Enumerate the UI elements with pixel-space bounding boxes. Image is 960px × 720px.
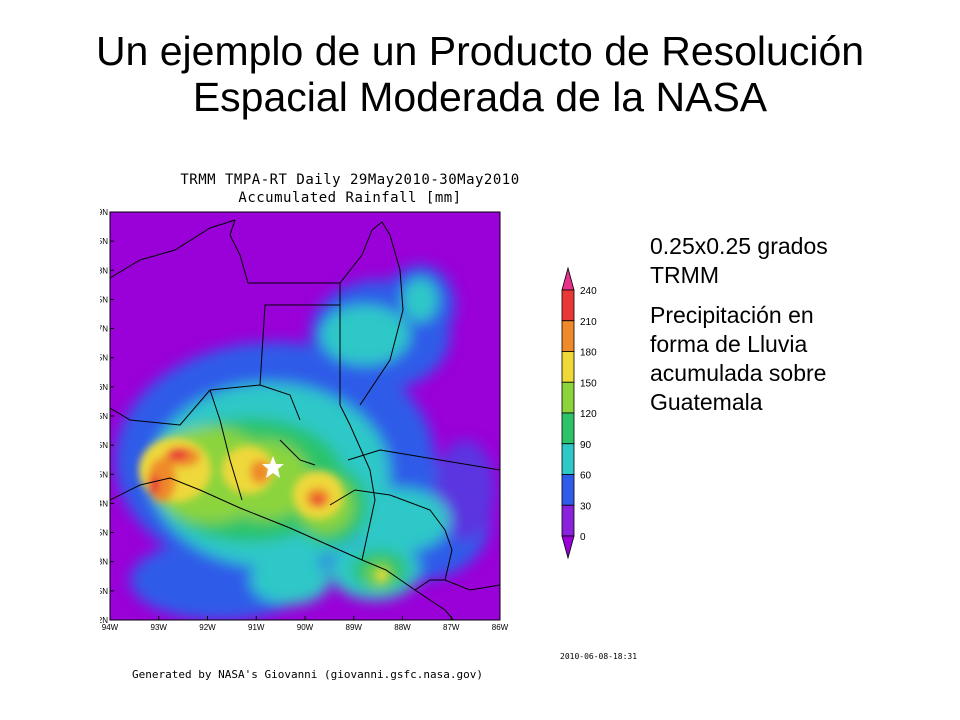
star-icon (262, 456, 284, 478)
rainfall-color-legend: 240 210 180 150 120 90 60 30 0 (561, 266, 597, 560)
legend-top-tip (561, 266, 575, 291)
giovanni-credit: Generated by NASA's Giovanni (giovanni.g… (132, 668, 483, 681)
rainfall-field (110, 212, 500, 620)
longitude-label: 91W (248, 623, 265, 632)
legend-tick-label: 60 (580, 471, 592, 482)
longitude-axis: 94W 93W 92W 91W 90W 89W 88W 87W 86W (102, 616, 509, 632)
generation-timestamp: 2010-06-08-18:31 (560, 652, 638, 661)
latitude-label: 18N (100, 266, 108, 275)
legend-tick-label: 0 (580, 532, 586, 543)
longitude-label: 90W (297, 623, 314, 632)
legend-color-block (561, 412, 575, 445)
info-text: 0.25x0.25 grados TRMM Precipitación en f… (650, 232, 950, 428)
latitude-label: 16.5N (100, 354, 108, 363)
slide-title: Un ejemplo de un Producto de Resolución … (0, 28, 960, 120)
longitude-label: 87W (443, 623, 460, 632)
legend-color-block (561, 381, 575, 414)
description-line4: Guatemala (650, 389, 763, 415)
legend-tick-label: 210 (580, 317, 597, 328)
legend-color-block (561, 504, 575, 537)
description-line1: Precipitación en (650, 302, 814, 328)
legend-tick-label: 240 (580, 286, 597, 297)
latitude-label: 18.5N (100, 237, 108, 246)
latitude-label: 15.5N (100, 412, 108, 421)
legend-tick-label: 150 (580, 378, 597, 389)
description-line2: forma de Lluvia (650, 331, 808, 357)
slide-title-line2: Espacial Moderada de la NASA (192, 74, 768, 120)
description-paragraph: Precipitación en forma de Lluvia acumula… (650, 301, 950, 417)
legend-color-block (561, 289, 575, 322)
rainfall-map: 19N 18.5N 18N 17.5N 17N 16.5N 16N 15.5N 15N 14.5N… (100, 208, 509, 632)
legend-color-block (561, 320, 575, 352)
description-line3: acumulada sobre (650, 360, 827, 386)
legend-color-block (561, 443, 575, 475)
legend-tick-label: 90 (580, 440, 592, 451)
resolution-paragraph: 0.25x0.25 grados TRMM (650, 232, 950, 290)
rainfall-map-panel: TRMM TMPA-RT Daily 29May2010-30May2010 A… (100, 160, 640, 690)
plot-title: TRMM TMPA-RT Daily 29May2010-30May2010 (180, 172, 520, 188)
latitude-label: 14.5N (100, 470, 108, 479)
longitude-label: 89W (346, 623, 363, 632)
latitude-label: 13.5N (100, 529, 108, 538)
legend-color-block (561, 474, 575, 506)
latitude-label: 19N (100, 208, 108, 217)
plot-subtitle: Accumulated Rainfall [mm] (238, 190, 462, 206)
longitude-label: 86W (492, 623, 509, 632)
legend-color-block (561, 351, 575, 383)
sensor-text: TRMM (650, 262, 719, 288)
legend-tick-label: 120 (580, 409, 597, 420)
legend-tick-label: 180 (580, 348, 597, 359)
longitude-label: 94W (102, 623, 119, 632)
longitude-label: 88W (394, 623, 411, 632)
latitude-label: 14N (100, 499, 108, 508)
slide-title-line1: Un ejemplo de un Producto de Resolución (95, 28, 865, 74)
latitude-label: 13N (100, 558, 108, 567)
latitude-axis: 19N 18.5N 18N 17.5N 17N 16.5N 16N 15.5N 15N 14.5N… (100, 208, 114, 625)
latitude-label: 12.5N (100, 587, 108, 596)
latitude-label: 12N (100, 616, 108, 625)
resolution-text: 0.25x0.25 grados (650, 233, 828, 259)
latitude-label: 15N (100, 441, 108, 450)
country-borders (110, 219, 500, 620)
longitude-label: 93W (151, 623, 168, 632)
longitude-label: 92W (199, 623, 216, 632)
legend-tick-label: 30 (580, 501, 592, 512)
latitude-label: 17N (100, 325, 108, 334)
latitude-label: 16N (100, 383, 108, 392)
latitude-label: 17.5N (100, 295, 108, 304)
legend-bottom-tip (561, 535, 575, 560)
